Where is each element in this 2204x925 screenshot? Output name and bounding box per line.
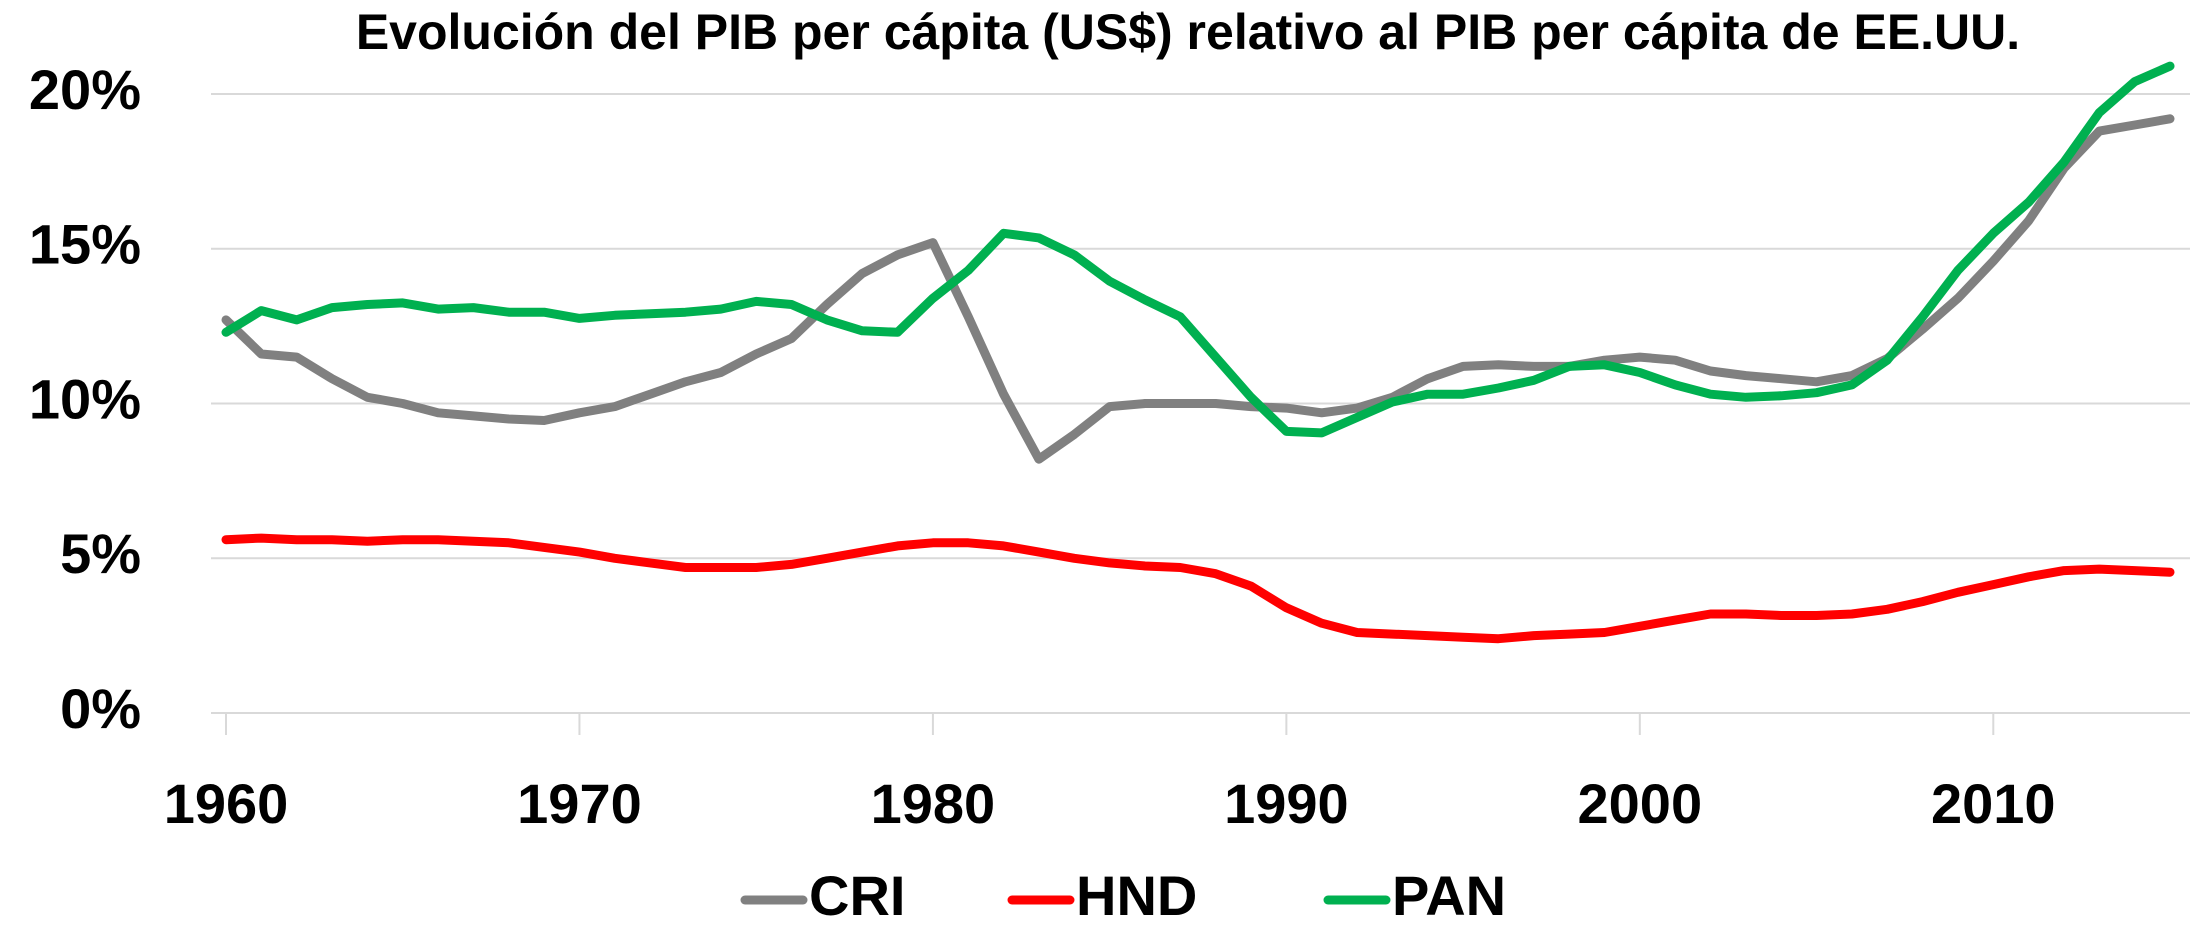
x-tick-label: 1970 xyxy=(517,772,642,835)
y-tick-label: 10% xyxy=(29,367,141,430)
legend-label: PAN xyxy=(1392,864,1506,925)
series-line xyxy=(221,61,2175,438)
y-tick-label: 5% xyxy=(60,522,141,585)
series-line xyxy=(221,114,2175,464)
chart-title: Evolución del PIB per cápita (US$) relat… xyxy=(356,4,2020,60)
x-tick-label: 2000 xyxy=(1578,772,1703,835)
legend-label: HND xyxy=(1076,864,1197,925)
series-line xyxy=(221,533,2175,644)
legend-label: CRI xyxy=(809,864,905,925)
x-tick-label: 2010 xyxy=(1931,772,2056,835)
y-tick-label: 0% xyxy=(60,677,141,740)
y-tick-label: 20% xyxy=(29,58,141,121)
y-tick-label: 15% xyxy=(29,213,141,276)
x-tick-label: 1960 xyxy=(164,772,289,835)
x-tick-label: 1980 xyxy=(871,772,996,835)
x-tick-label: 1990 xyxy=(1224,772,1349,835)
